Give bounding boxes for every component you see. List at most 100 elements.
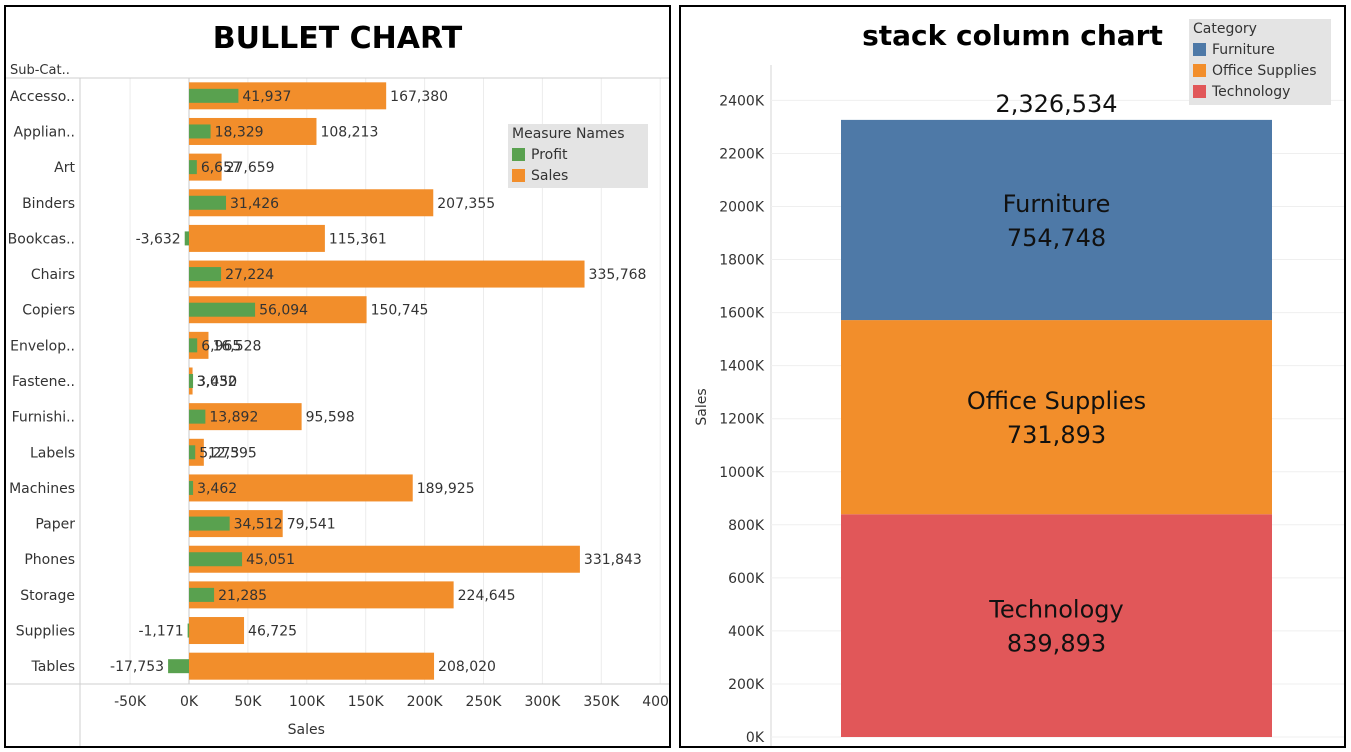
sales-label: 150,745 xyxy=(371,303,429,319)
y-tick-label: 200K xyxy=(728,677,765,693)
sales-label: 3,032 xyxy=(197,374,237,390)
sales-bar[interactable] xyxy=(189,617,245,645)
segment-bar[interactable] xyxy=(841,320,1272,515)
bullet-row-copiers[interactable]: Copiers 56,094 150,745 xyxy=(22,296,429,324)
x-tick-label: 100K xyxy=(289,694,326,710)
y-tick-label: 600K xyxy=(728,571,765,587)
y-tick-label: 800K xyxy=(728,518,765,534)
bullet-row-chairs[interactable]: Chairs 27,224 335,768 xyxy=(31,260,647,288)
x-tick-label: 50K xyxy=(234,694,262,710)
profit-bar[interactable] xyxy=(189,552,243,567)
stack-column-panel: stack column chart 0K 200K 400K 600K 800K 100… xyxy=(679,5,1346,748)
stack-segment-furniture[interactable]: Furniture 754,748 xyxy=(841,119,1272,321)
legend-item-profit[interactable]: Profit xyxy=(508,144,648,165)
y-tick-label: 400K xyxy=(728,624,765,640)
sales-label: 331,843 xyxy=(584,552,642,568)
bullet-row-phones[interactable]: Phones 45,051 331,843 xyxy=(24,545,642,573)
segment-name-label: Technology xyxy=(988,596,1123,624)
legend-label-profit: Profit xyxy=(531,146,568,163)
profit-label: 6,965 xyxy=(201,338,241,354)
profit-label: 41,937 xyxy=(242,89,291,105)
segment-bar[interactable] xyxy=(841,514,1272,737)
segment-name-label: Office Supplies xyxy=(967,387,1146,415)
x-tick-label: 200K xyxy=(407,694,444,710)
sales-label: 108,213 xyxy=(320,124,378,140)
total-label: 2,326,534 xyxy=(995,90,1117,118)
profit-bar[interactable] xyxy=(189,409,206,424)
sales-label: 12,595 xyxy=(208,445,257,461)
row-header-label: Sub-Cat.. xyxy=(10,63,70,78)
profit-bar[interactable] xyxy=(189,160,197,175)
sales-bar[interactable] xyxy=(189,260,585,288)
sales-label: 208,020 xyxy=(438,659,496,675)
bullet-row-storage[interactable]: Storage 21,285 224,645 xyxy=(20,581,516,609)
legend-label-sales: Sales xyxy=(531,167,569,184)
bullet-row-accesso[interactable]: Accesso.. 41,937 167,380 xyxy=(10,82,448,110)
profit-bar[interactable] xyxy=(189,480,194,495)
sales-bar[interactable] xyxy=(189,545,580,573)
legend-item-furniture[interactable]: Furniture xyxy=(1189,39,1331,60)
bullet-row-tables[interactable]: Tables -17,753 208,020 xyxy=(31,652,496,680)
sales-label: 46,725 xyxy=(248,624,297,640)
y-tick-label: 1800K xyxy=(719,253,765,269)
bullet-chart-plot: -50K 0K 50K 100K 150K 200K 250K 300K 350K 400K Sub… xyxy=(6,63,669,746)
bullet-chart-panel: BULLET CHART -50K 0K 50K 100K 150K 200K 250K 30… xyxy=(4,5,671,748)
profit-bar[interactable] xyxy=(189,516,230,531)
stack-segment-office-supplies[interactable]: Office Supplies 731,893 xyxy=(841,320,1272,515)
sales-bar[interactable] xyxy=(189,224,325,252)
sales-label: 207,355 xyxy=(437,196,495,212)
profit-bar[interactable] xyxy=(189,338,198,353)
profit-bar[interactable] xyxy=(189,302,256,317)
legend-item-office-supplies[interactable]: Office Supplies xyxy=(1189,60,1331,81)
bullet-row-paper[interactable]: Paper 34,512 79,541 xyxy=(35,510,336,538)
profit-bar[interactable] xyxy=(184,231,189,246)
category-label: Supplies xyxy=(16,624,75,640)
y-tick-label: 2000K xyxy=(719,200,765,216)
legend-label-technology: Technology xyxy=(1212,83,1291,100)
sales-bar[interactable] xyxy=(189,189,434,217)
profit-label: 3,462 xyxy=(197,481,237,497)
sales-bar[interactable] xyxy=(189,403,302,431)
legend-swatch-sales xyxy=(512,169,525,182)
sales-bar[interactable] xyxy=(189,581,454,609)
legend-item-sales[interactable]: Sales xyxy=(508,165,648,186)
bullet-row-machines[interactable]: Machines 3,462 189,925 xyxy=(9,474,475,502)
sales-bar[interactable] xyxy=(189,652,435,680)
bullet-row-bookcas[interactable]: Bookcas.. -3,632 115,361 xyxy=(8,224,387,252)
y-tick-label: 1400K xyxy=(719,359,765,375)
segment-value-label: 754,748 xyxy=(1007,224,1106,252)
legend-item-technology[interactable]: Technology xyxy=(1189,81,1331,102)
profit-label: 27,224 xyxy=(225,267,274,283)
profit-bar[interactable] xyxy=(189,587,215,602)
x-tick-label: 250K xyxy=(466,694,503,710)
bullet-row-binders[interactable]: Binders 31,426 207,355 xyxy=(22,189,495,217)
x-tick-label: 150K xyxy=(348,694,385,710)
profit-bar[interactable] xyxy=(168,659,189,674)
profit-bar[interactable] xyxy=(189,374,194,388)
stack-chart-legend[interactable]: Category Furniture Office Supplies Techn… xyxy=(1189,19,1331,105)
sales-bar[interactable] xyxy=(189,474,413,502)
profit-label: -17,753 xyxy=(110,659,164,675)
bullet-row-applian[interactable]: Applian.. 18,329 108,213 xyxy=(14,117,379,145)
sales-label: 167,380 xyxy=(390,89,448,105)
stack-segment-technology[interactable]: Technology 839,893 xyxy=(841,514,1272,737)
category-label: Applian.. xyxy=(14,124,75,140)
bullet-row-supplies[interactable]: Supplies -1,171 46,725 xyxy=(16,617,297,645)
profit-bar[interactable] xyxy=(189,88,239,103)
category-label: Phones xyxy=(24,552,75,568)
category-label: Bookcas.. xyxy=(8,231,75,247)
segment-bar[interactable] xyxy=(841,119,1272,321)
profit-bar[interactable] xyxy=(189,445,196,460)
profit-bar[interactable] xyxy=(189,124,211,139)
bullet-chart-legend[interactable]: Measure Names Profit Sales xyxy=(508,124,648,188)
bullet-row-furnishi[interactable]: Furnishi.. 13,892 95,598 xyxy=(12,403,355,431)
x-tick-label: 400K xyxy=(642,694,669,710)
profit-bar[interactable] xyxy=(189,267,222,282)
profit-bar[interactable] xyxy=(189,195,227,210)
profit-label: 5,273 xyxy=(199,445,239,461)
profit-bar[interactable] xyxy=(187,623,190,638)
